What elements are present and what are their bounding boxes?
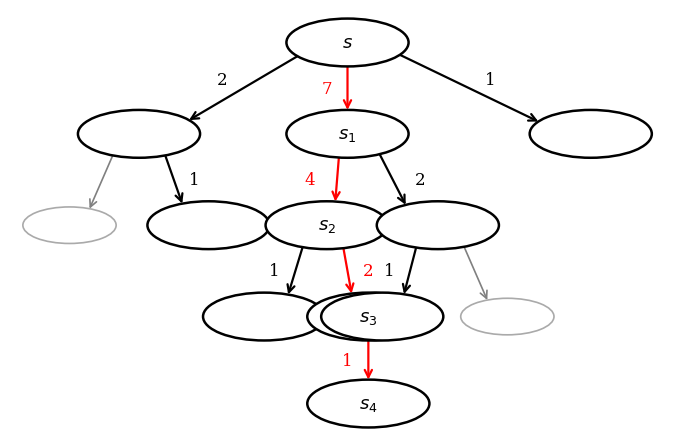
Ellipse shape	[461, 299, 554, 335]
FancyArrowPatch shape	[403, 248, 416, 292]
FancyArrowPatch shape	[400, 56, 536, 121]
Ellipse shape	[147, 202, 270, 250]
FancyArrowPatch shape	[90, 156, 113, 207]
Text: 1: 1	[484, 72, 496, 89]
FancyArrowPatch shape	[191, 57, 297, 120]
Text: $s_{4}$: $s_{4}$	[359, 395, 377, 413]
Ellipse shape	[377, 202, 499, 250]
Text: 1: 1	[269, 263, 280, 280]
FancyArrowPatch shape	[365, 341, 372, 377]
FancyArrowPatch shape	[165, 156, 182, 202]
Text: 2: 2	[217, 72, 228, 89]
Ellipse shape	[286, 111, 409, 158]
Text: 2: 2	[415, 171, 426, 189]
FancyArrowPatch shape	[464, 247, 487, 299]
Text: 7: 7	[321, 80, 332, 98]
Text: 1: 1	[384, 263, 395, 280]
Text: $s_{3}$: $s_{3}$	[359, 308, 377, 326]
FancyArrowPatch shape	[379, 155, 404, 203]
Text: $s_{1}$: $s_{1}$	[338, 125, 357, 144]
Ellipse shape	[530, 111, 652, 158]
Ellipse shape	[307, 380, 430, 427]
Ellipse shape	[23, 207, 116, 244]
Text: 2: 2	[363, 263, 374, 280]
FancyArrowPatch shape	[343, 249, 354, 291]
Ellipse shape	[321, 293, 443, 341]
Text: $s$: $s$	[342, 34, 353, 53]
Ellipse shape	[78, 111, 200, 158]
Ellipse shape	[286, 20, 409, 67]
Ellipse shape	[203, 293, 325, 341]
Ellipse shape	[307, 293, 430, 341]
Text: 1: 1	[189, 171, 200, 189]
Ellipse shape	[265, 202, 388, 250]
Text: $s_{2}$: $s_{2}$	[318, 217, 336, 235]
FancyArrowPatch shape	[332, 158, 340, 200]
FancyArrowPatch shape	[344, 67, 351, 108]
Text: 1: 1	[342, 352, 353, 369]
FancyArrowPatch shape	[288, 248, 302, 293]
Text: 4: 4	[304, 171, 315, 189]
